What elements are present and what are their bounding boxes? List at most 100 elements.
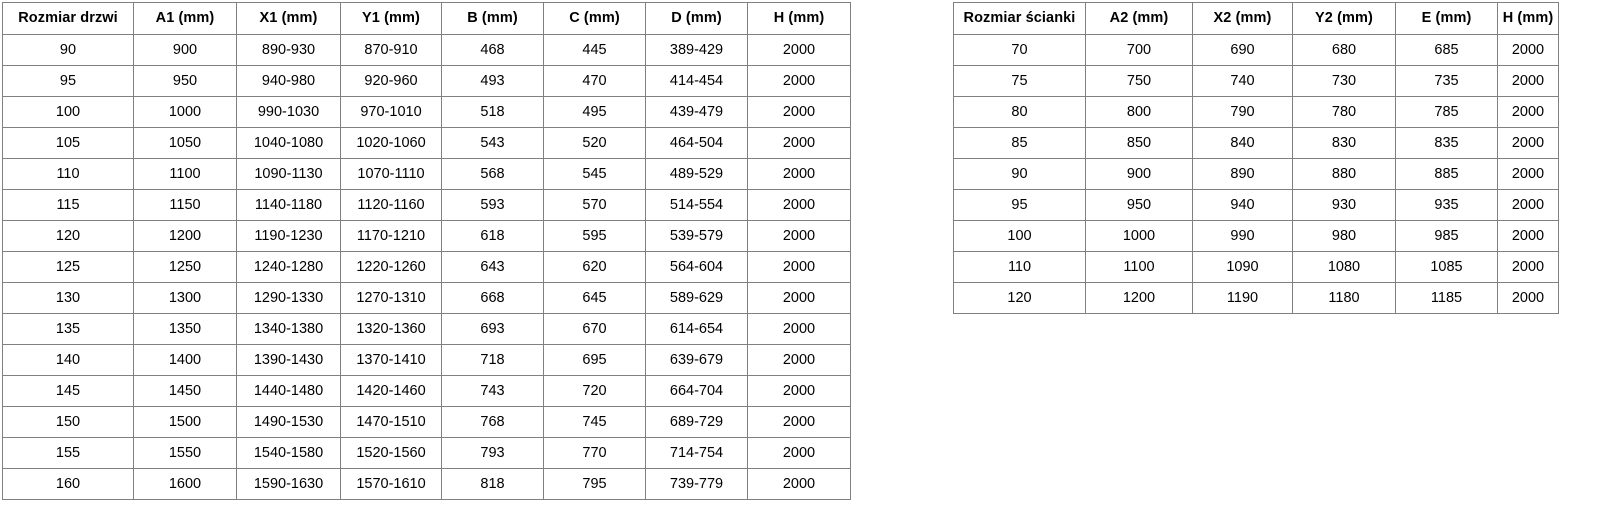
door-cell-r14-c0: 160 bbox=[2, 468, 134, 500]
door-column-header-0: Rozmiar drzwi bbox=[2, 2, 134, 35]
door-column-header-5: C (mm) bbox=[543, 2, 646, 35]
wall-cell-r5-c4: 935 bbox=[1395, 189, 1498, 221]
door-cell-r3-c2: 1040-1080 bbox=[236, 127, 341, 159]
wall-cell-r8-c4: 1185 bbox=[1395, 282, 1498, 314]
door-cell-r7-c5: 620 bbox=[543, 251, 646, 283]
door-cell-r0-c7: 2000 bbox=[747, 34, 851, 66]
table-row: 90 900 890 880 885 2000 bbox=[953, 158, 1559, 190]
door-cell-r10-c3: 1370-1410 bbox=[340, 344, 442, 376]
door-cell-r10-c5: 695 bbox=[543, 344, 646, 376]
door-cell-r3-c6: 464-504 bbox=[645, 127, 748, 159]
door-cell-r1-c7: 2000 bbox=[747, 65, 851, 97]
door-cell-r6-c2: 1190-1230 bbox=[236, 220, 341, 252]
door-cell-r4-c5: 545 bbox=[543, 158, 646, 190]
door-cell-r14-c5: 795 bbox=[543, 468, 646, 500]
door-cell-r12-c1: 1500 bbox=[133, 406, 237, 438]
wall-cell-r0-c3: 680 bbox=[1292, 34, 1396, 66]
table-row: 100 1000 990 980 985 2000 bbox=[953, 220, 1559, 252]
door-cell-r7-c2: 1240-1280 bbox=[236, 251, 341, 283]
wall-cell-r5-c5: 2000 bbox=[1497, 189, 1559, 221]
door-cell-r13-c6: 714-754 bbox=[645, 437, 748, 469]
door-cell-r10-c1: 1400 bbox=[133, 344, 237, 376]
wall-cell-r5-c0: 95 bbox=[953, 189, 1086, 221]
door-cell-r5-c1: 1150 bbox=[133, 189, 237, 221]
table-row: 150 1500 1490-1530 1470-1510 768 745 689-729 20… bbox=[2, 406, 851, 438]
wall-cell-r2-c0: 80 bbox=[953, 96, 1086, 128]
table-row: 85 850 840 830 835 2000 bbox=[953, 127, 1559, 159]
door-cell-r7-c7: 2000 bbox=[747, 251, 851, 283]
wall-size-table-block: Rozmiar ścianki A2 (mm) X2 (mm) Y2 (mm) E (m… bbox=[953, 2, 1559, 314]
wall-cell-r4-c5: 2000 bbox=[1497, 158, 1559, 190]
door-cell-r10-c6: 639-679 bbox=[645, 344, 748, 376]
door-column-header-1: A1 (mm) bbox=[133, 2, 237, 35]
wall-table-head: Rozmiar ścianki A2 (mm) X2 (mm) Y2 (mm) E (m… bbox=[953, 2, 1559, 35]
wall-cell-r2-c3: 780 bbox=[1292, 96, 1396, 128]
door-cell-r8-c6: 589-629 bbox=[645, 282, 748, 314]
wall-cell-r1-c2: 740 bbox=[1192, 65, 1293, 97]
wall-cell-r4-c1: 900 bbox=[1085, 158, 1193, 190]
wall-cell-r3-c2: 840 bbox=[1192, 127, 1293, 159]
wall-cell-r4-c0: 90 bbox=[953, 158, 1086, 190]
door-cell-r11-c7: 2000 bbox=[747, 375, 851, 407]
wall-cell-r7-c2: 1090 bbox=[1192, 251, 1293, 283]
door-cell-r4-c3: 1070-1110 bbox=[340, 158, 442, 190]
door-cell-r6-c7: 2000 bbox=[747, 220, 851, 252]
wall-cell-r4-c2: 890 bbox=[1192, 158, 1293, 190]
door-cell-r13-c2: 1540-1580 bbox=[236, 437, 341, 469]
door-cell-r8-c0: 130 bbox=[2, 282, 134, 314]
door-cell-r1-c6: 414-454 bbox=[645, 65, 748, 97]
table-row: 120 1200 1190 1180 1185 2000 bbox=[953, 282, 1559, 314]
door-cell-r1-c5: 470 bbox=[543, 65, 646, 97]
door-cell-r14-c4: 818 bbox=[441, 468, 544, 500]
door-size-table: Rozmiar drzwi A1 (mm) X1 (mm) Y1 (mm) B (mm)… bbox=[2, 2, 851, 500]
wall-cell-r7-c4: 1085 bbox=[1395, 251, 1498, 283]
door-cell-r4-c0: 110 bbox=[2, 158, 134, 190]
wall-cell-r8-c1: 1200 bbox=[1085, 282, 1193, 314]
wall-cell-r3-c1: 850 bbox=[1085, 127, 1193, 159]
door-cell-r5-c0: 115 bbox=[2, 189, 134, 221]
door-cell-r1-c4: 493 bbox=[441, 65, 544, 97]
door-cell-r14-c1: 1600 bbox=[133, 468, 237, 500]
wall-column-header-3: Y2 (mm) bbox=[1292, 2, 1396, 35]
door-cell-r7-c4: 643 bbox=[441, 251, 544, 283]
door-cell-r8-c5: 645 bbox=[543, 282, 646, 314]
door-cell-r8-c7: 2000 bbox=[747, 282, 851, 314]
wall-cell-r2-c5: 2000 bbox=[1497, 96, 1559, 128]
wall-cell-r6-c0: 100 bbox=[953, 220, 1086, 252]
door-cell-r9-c2: 1340-1380 bbox=[236, 313, 341, 345]
door-cell-r7-c0: 125 bbox=[2, 251, 134, 283]
door-cell-r0-c3: 870-910 bbox=[340, 34, 442, 66]
wall-column-header-1: A2 (mm) bbox=[1085, 2, 1193, 35]
door-cell-r0-c6: 389-429 bbox=[645, 34, 748, 66]
door-cell-r2-c6: 439-479 bbox=[645, 96, 748, 128]
door-cell-r5-c4: 593 bbox=[441, 189, 544, 221]
door-cell-r2-c7: 2000 bbox=[747, 96, 851, 128]
wall-cell-r2-c2: 790 bbox=[1192, 96, 1293, 128]
door-column-header-2: X1 (mm) bbox=[236, 2, 341, 35]
table-row: 95 950 940 930 935 2000 bbox=[953, 189, 1559, 221]
door-cell-r6-c0: 120 bbox=[2, 220, 134, 252]
door-column-header-7: H (mm) bbox=[747, 2, 851, 35]
door-cell-r13-c1: 1550 bbox=[133, 437, 237, 469]
door-cell-r8-c2: 1290-1330 bbox=[236, 282, 341, 314]
door-cell-r12-c7: 2000 bbox=[747, 406, 851, 438]
door-cell-r12-c6: 689-729 bbox=[645, 406, 748, 438]
door-cell-r8-c3: 1270-1310 bbox=[340, 282, 442, 314]
door-cell-r1-c3: 920-960 bbox=[340, 65, 442, 97]
table-row: 155 1550 1540-1580 1520-1560 793 770 714-754 20… bbox=[2, 437, 851, 469]
door-cell-r5-c2: 1140-1180 bbox=[236, 189, 341, 221]
door-cell-r9-c5: 670 bbox=[543, 313, 646, 345]
wall-table-body: 70 700 690 680 685 2000 75 750 740 730 735 2000 80 80… bbox=[953, 34, 1559, 314]
door-cell-r11-c3: 1420-1460 bbox=[340, 375, 442, 407]
door-table-header-row: Rozmiar drzwi A1 (mm) X1 (mm) Y1 (mm) B (mm)… bbox=[2, 2, 851, 35]
wall-column-header-0: Rozmiar ścianki bbox=[953, 2, 1086, 35]
wall-cell-r2-c1: 800 bbox=[1085, 96, 1193, 128]
door-cell-r0-c5: 445 bbox=[543, 34, 646, 66]
door-cell-r1-c1: 950 bbox=[133, 65, 237, 97]
door-cell-r11-c5: 720 bbox=[543, 375, 646, 407]
door-cell-r14-c6: 739-779 bbox=[645, 468, 748, 500]
door-cell-r10-c7: 2000 bbox=[747, 344, 851, 376]
table-row: 115 1150 1140-1180 1120-1160 593 570 514-554 20… bbox=[2, 189, 851, 221]
door-cell-r12-c3: 1470-1510 bbox=[340, 406, 442, 438]
table-row: 125 1250 1240-1280 1220-1260 643 620 564-604 20… bbox=[2, 251, 851, 283]
